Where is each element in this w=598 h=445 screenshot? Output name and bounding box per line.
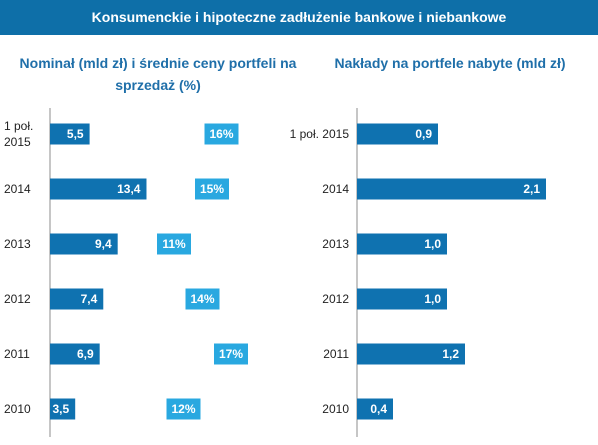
- nominal-bar: [50, 288, 104, 310]
- left-category-label: 2010: [4, 402, 31, 416]
- nominal-value-label: 3,5: [53, 402, 70, 416]
- portfolio-spend-value-label: 0,4: [370, 402, 387, 416]
- portfolio-spend-bar: [357, 233, 447, 255]
- right-chart-title: Nakłady na portfele nabyte (mld zł): [334, 55, 566, 71]
- portfolio-spend-bar: [357, 123, 438, 145]
- right-category-label: 2010: [322, 402, 349, 416]
- nominal-value-label: 5,5: [67, 127, 84, 141]
- portfolio-spend-value-label: 1,0: [424, 292, 441, 306]
- nominal-bar: [50, 233, 118, 255]
- left-category-label: 2011: [4, 347, 30, 361]
- nominal-value-label: 6,9: [77, 347, 94, 361]
- nominal-bar: [50, 343, 100, 365]
- portfolio-spend-value-label: 0,9: [415, 127, 432, 141]
- portfolio-spend-bar: [357, 398, 393, 420]
- left-category-label: 2012: [4, 292, 31, 306]
- price-percent-box: [195, 178, 229, 200]
- right-category-label: 2014: [322, 182, 349, 196]
- portfolio-spend-value-label: 1,0: [424, 237, 441, 251]
- left-category-label: 2015: [4, 135, 31, 149]
- nominal-bar: [50, 123, 90, 145]
- chart-banner-title: Konsumenckie i hipoteczne zadłużenie ban…: [0, 0, 598, 35]
- portfolio-spend-value-label: 2,1: [523, 182, 540, 196]
- portfolio-spend-bar: [357, 288, 447, 310]
- nominal-value-label: 7,4: [81, 292, 98, 306]
- nominal-value-label: 13,4: [117, 182, 141, 196]
- price-percent-label: 12%: [171, 402, 195, 416]
- right-category-label: 2012: [322, 292, 349, 306]
- portfolio-spend-bar: [357, 178, 546, 200]
- price-percent-box: [214, 343, 248, 365]
- right-category-label: 2013: [322, 237, 349, 251]
- price-percent-box: [157, 233, 191, 255]
- price-percent-label: 11%: [162, 237, 186, 251]
- right-category-label: 1 poł. 2015: [290, 127, 350, 141]
- portfolio-spend-value-label: 1,2: [442, 347, 459, 361]
- price-percent-box: [166, 398, 201, 420]
- nominal-value-label: 9,4: [95, 237, 112, 251]
- portfolio-spend-bar: [357, 343, 465, 365]
- left-category-label: 2013: [4, 237, 31, 251]
- price-percent-box: [185, 288, 220, 310]
- left-chart-title: Nominał (mld zł) i średnie ceny portfeli…: [19, 55, 297, 93]
- price-percent-box: [204, 123, 239, 145]
- price-percent-label: 16%: [209, 127, 233, 141]
- left-category-label: 1 poł.: [4, 119, 33, 133]
- price-percent-label: 15%: [200, 182, 224, 196]
- price-percent-label: 17%: [219, 347, 243, 361]
- right-category-label: 2011: [323, 347, 349, 361]
- nominal-bar: [50, 398, 76, 420]
- price-percent-label: 14%: [190, 292, 214, 306]
- nominal-bar: [50, 178, 147, 200]
- left-category-label: 2014: [4, 182, 31, 196]
